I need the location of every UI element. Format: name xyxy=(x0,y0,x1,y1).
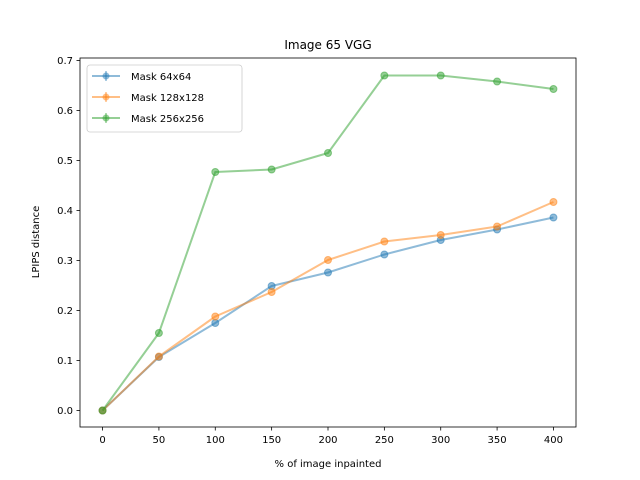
legend-label: Mask 128x128 xyxy=(131,93,204,104)
x-tick-label: 200 xyxy=(318,435,337,446)
data-point xyxy=(154,352,163,361)
data-point xyxy=(549,198,558,206)
y-tick-label: 0.5 xyxy=(57,156,73,167)
data-point xyxy=(380,237,389,246)
x-tick-label: 150 xyxy=(262,435,281,446)
data-point xyxy=(493,222,502,231)
x-tick-label: 0 xyxy=(99,435,105,446)
y-axis: 0.0 0.1 0.2 0.3 0.4 0.5 0.6 0.7 xyxy=(57,56,80,417)
data-point xyxy=(154,329,163,337)
data-point xyxy=(436,231,445,239)
y-tick-label: 0.6 xyxy=(57,106,73,117)
y-tick-label: 0.0 xyxy=(57,406,73,417)
series-layer xyxy=(98,71,558,415)
data-point xyxy=(324,268,332,277)
data-point xyxy=(380,71,389,80)
x-axis: 0 50 100 150 200 250 300 350 400 xyxy=(99,427,563,446)
data-point xyxy=(324,256,332,264)
x-tick-label: 50 xyxy=(153,435,166,446)
y-tick-label: 0.1 xyxy=(57,356,73,367)
data-point xyxy=(211,168,220,176)
x-axis-title: % of image inpainted xyxy=(275,459,382,470)
data-point xyxy=(267,165,276,174)
series-1 xyxy=(98,198,558,415)
y-axis-title: LPIPS distance xyxy=(31,206,42,278)
data-point xyxy=(549,213,558,222)
x-tick-label: 100 xyxy=(206,435,225,446)
data-point xyxy=(98,406,107,415)
series-2 xyxy=(98,71,558,415)
y-tick-label: 0.2 xyxy=(57,306,73,317)
data-point xyxy=(493,77,502,86)
legend-swatch-marker xyxy=(102,72,110,80)
data-point xyxy=(380,250,389,259)
chart-title: Image 65 VGG xyxy=(284,38,371,52)
data-point xyxy=(324,149,332,157)
legend-swatch-marker xyxy=(102,93,110,101)
x-tick-label: 350 xyxy=(488,435,507,446)
y-tick-label: 0.7 xyxy=(57,56,73,67)
data-point xyxy=(549,85,558,93)
y-tick-label: 0.4 xyxy=(57,206,73,217)
legend-label: Mask 64x64 xyxy=(131,72,191,83)
y-tick-label: 0.3 xyxy=(57,256,73,267)
legend-box xyxy=(86,64,243,133)
data-point xyxy=(211,319,220,327)
x-tick-label: 400 xyxy=(544,435,563,446)
legend-label: Mask 256x256 xyxy=(131,114,204,125)
data-point xyxy=(267,288,276,296)
legend: Mask 64x64 Mask 128x128 Mask 256x256 xyxy=(86,64,243,133)
legend-swatch-marker xyxy=(102,114,110,122)
data-point xyxy=(211,312,220,321)
x-tick-label: 250 xyxy=(375,435,394,446)
data-point xyxy=(436,71,445,80)
x-tick-label: 300 xyxy=(431,435,450,446)
